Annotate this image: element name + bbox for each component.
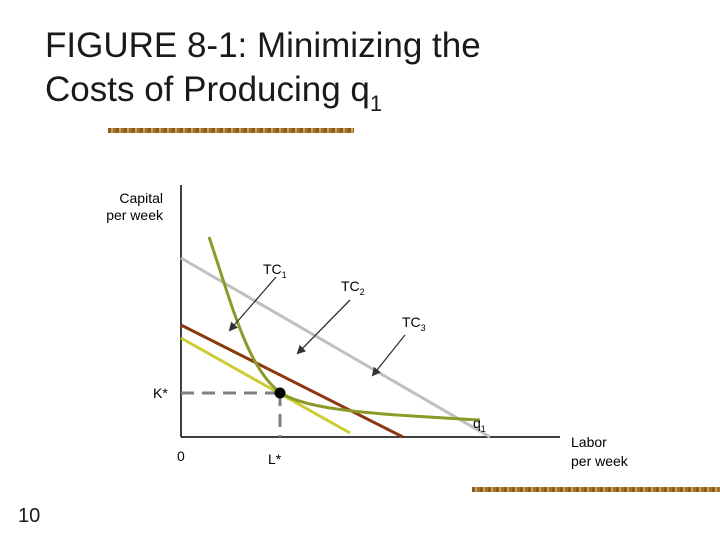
tc1-label: TC1 [263, 261, 287, 280]
tc2-label-subscript: 2 [360, 287, 365, 297]
l-star-label: L* [268, 451, 282, 467]
tc2-pointer-arrow [296, 299, 351, 355]
tc1-pointer-arrow [228, 276, 277, 332]
title-divider [108, 128, 354, 133]
title-line-2-text: Costs of Producing q [45, 70, 370, 109]
tc3-label-subscript: 3 [421, 323, 426, 333]
isocost-line-tc3 [180, 256, 491, 439]
tc3-pointer-arrow [371, 334, 406, 377]
y-axis-label-line-2: per week [106, 207, 164, 223]
origin-label: 0 [177, 448, 185, 464]
isoquant-label-subscript: 1 [481, 424, 486, 434]
y-axis-label-line-1: Capital [119, 190, 163, 206]
x-axis-label-line-2: per week [571, 453, 629, 469]
tc1-label-subscript: 1 [282, 270, 287, 280]
title-line-1: FIGURE 8-1: Minimizing the [45, 26, 481, 65]
isoquant-label: q1 [473, 415, 486, 434]
tangency-point [274, 387, 286, 399]
title-line-2: Costs of Producing q1 [45, 68, 481, 116]
tc1-label-main: TC [263, 261, 282, 277]
isocost-line-tc2 [180, 323, 404, 439]
tc3-label: TC3 [402, 314, 426, 333]
k-star-label: K* [153, 385, 168, 401]
figure-title: FIGURE 8-1: Minimizing the Costs of Prod… [45, 24, 481, 116]
x-axis-label-line-1: Labor [571, 434, 607, 450]
tc2-label: TC2 [341, 278, 365, 297]
isocost-line-tc1 [180, 336, 351, 435]
bottom-divider [472, 487, 720, 492]
isoquant-label-main: q [473, 415, 481, 431]
page-number: 10 [18, 505, 41, 527]
tc2-label-main: TC [341, 278, 360, 294]
title-line-2-subscript: 1 [369, 91, 383, 116]
tc3-label-main: TC [402, 314, 421, 330]
